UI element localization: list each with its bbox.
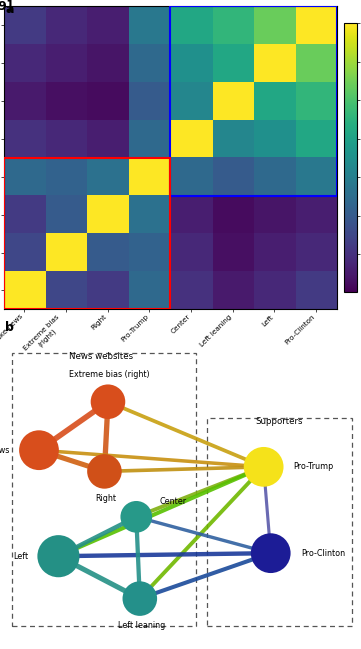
Point xyxy=(134,511,139,522)
Text: [0.01, 0.99]: [0.01, 0.99] xyxy=(0,1,13,14)
Bar xyxy=(4,158,170,310)
Text: Left: Left xyxy=(13,552,29,561)
Text: Center: Center xyxy=(159,497,186,506)
Bar xyxy=(170,6,337,196)
Point xyxy=(268,548,274,558)
Point xyxy=(261,461,266,472)
Bar xyxy=(12,353,196,626)
Text: a: a xyxy=(5,3,14,16)
Text: Pro-Trump: Pro-Trump xyxy=(294,462,334,471)
Point xyxy=(105,397,111,407)
Text: Supporters: Supporters xyxy=(256,417,303,426)
Text: b: b xyxy=(5,321,14,334)
Text: Extreme bias (right): Extreme bias (right) xyxy=(69,370,150,379)
Text: Left leaning: Left leaning xyxy=(118,621,165,630)
Bar xyxy=(207,419,352,626)
Text: Right: Right xyxy=(96,494,117,503)
Point xyxy=(56,551,61,561)
Point xyxy=(137,593,143,604)
Point xyxy=(101,466,107,476)
Text: Pro-Clinton: Pro-Clinton xyxy=(301,548,345,557)
Text: Fake news: Fake news xyxy=(0,446,9,455)
Point xyxy=(36,445,42,456)
Text: News websites: News websites xyxy=(69,352,133,361)
